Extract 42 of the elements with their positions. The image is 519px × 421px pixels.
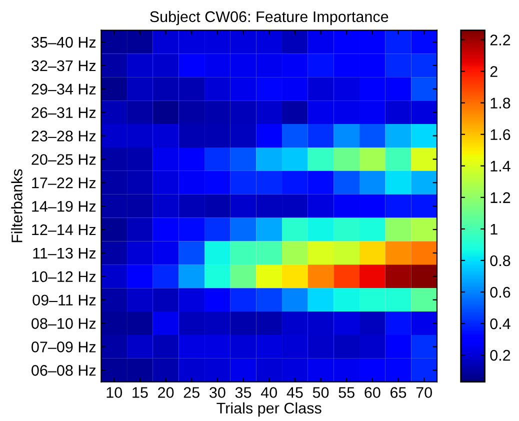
y-tick-label: 07–09 Hz [32,342,96,352]
x-tick-label: 60 [364,387,380,398]
x-tick-label: 10 [106,387,122,398]
color-bar-label: 2.2 [490,34,510,46]
color-bar-label: 0.6 [490,286,510,298]
x-tick-label: 40 [260,387,277,398]
x-tick-label: 55 [338,387,354,398]
y-tick-label: 32–37 Hz [32,60,96,72]
y-tick-label: 12–14 Hz [32,224,96,236]
x-tick-label: 20 [158,387,174,398]
x-axis-title: Trials per Class [216,402,322,417]
color-bar-label: 1.4 [490,160,510,172]
x-tick-label: 50 [312,387,329,398]
y-tick-label: 20–25 Hz [32,154,96,165]
color-bar-label: 2 [490,66,498,77]
y-tick-label: 10–12 Hz [32,271,96,282]
y-tick-label: 09–11 Hz [32,294,96,306]
chart-title: Subject CW06: Feature Importance [150,10,388,26]
y-tick-label: 08–10 Hz [32,318,96,329]
y-tick-label: 23–28 Hz [32,130,96,142]
color-bar-label: 0.4 [490,318,510,330]
color-bar-label: 0.2 [490,350,510,361]
x-tick-label: 65 [390,387,406,398]
y-tick-label: 29–34 Hz [32,84,96,95]
y-axis-title: Filterbanks [11,169,22,242]
color-bar-label: 1.6 [490,129,510,140]
y-tick-label: 11–13 Hz [33,248,96,259]
x-tick-label: 30 [210,387,226,398]
y-tick-label: 17–22 Hz [32,178,96,188]
x-tick-label: 70 [416,387,432,398]
x-tick-label: 35 [235,387,252,398]
y-tick-label: 14–19 Hz [32,200,96,212]
y-tick-label: 35–40 Hz [32,36,96,48]
y-tick-label: 26–31 Hz [32,107,96,118]
color-bar-label: 1.8 [490,98,510,109]
x-tick-label: 15 [132,387,148,398]
y-tick-label: 06–08 Hz [32,364,96,376]
x-tick-label: 45 [286,387,303,398]
color-bar-label: 1.2 [490,192,510,203]
color-bar-label: 0.8 [490,255,510,266]
x-tick-label: 25 [184,387,200,398]
color-bar-label: 1 [490,224,498,234]
